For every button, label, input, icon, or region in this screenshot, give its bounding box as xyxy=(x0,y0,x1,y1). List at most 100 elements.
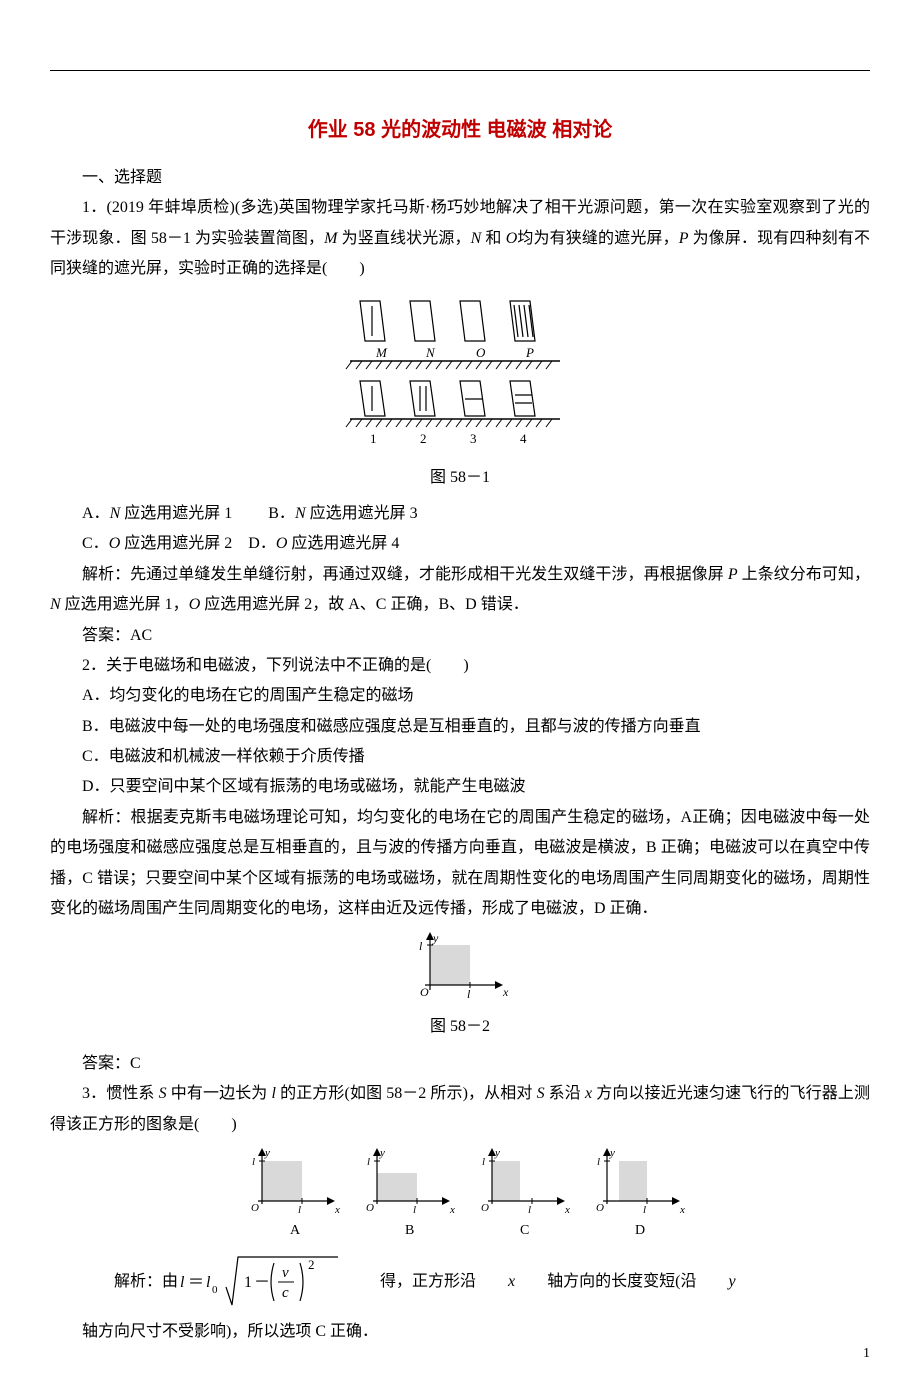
q1-options-cd: C．O 应选用遮光屏 2 D．O 应选用遮光屏 4 xyxy=(50,529,870,559)
fig2-y: y xyxy=(432,931,439,945)
fig1-O: O xyxy=(476,345,486,360)
q1-M: M xyxy=(324,230,337,247)
q1-optC-pre: C． xyxy=(82,535,109,552)
q3-options-figure: ylOlxAylOlxBylOlxCylOlxD xyxy=(50,1146,870,1241)
q1-t2: 为竖直线状光源， xyxy=(337,230,470,247)
q2-optA: A．均匀变化的电场在它的周围产生稳定的磁场 xyxy=(50,681,870,711)
q1-stem: 1．(2019 年蚌埠质检)(多选)英国物理学家托马斯·杨巧妙地解决了相干光源问… xyxy=(50,193,870,284)
q1-optC-O: O xyxy=(109,535,121,552)
svg-text:D: D xyxy=(635,1223,645,1238)
svg-text:l: l xyxy=(367,1156,370,1168)
q1-t4: 均为有狭缝的遮光屏， xyxy=(517,230,678,247)
svg-text:l: l xyxy=(643,1204,646,1216)
svg-text:O: O xyxy=(481,1202,489,1214)
q2-answer: 答案：C xyxy=(50,1049,870,1079)
q3-S1: S xyxy=(159,1085,167,1102)
f-eq: ＝ xyxy=(188,1274,204,1291)
f-l0: l xyxy=(206,1274,211,1291)
q1-N: N xyxy=(471,230,482,247)
q3-x2: x xyxy=(476,1267,515,1297)
q2-explanation: 解析：根据麦克斯韦电磁场理论可知，均匀变化的电场在它的周围产生稳定的磁场，A正确… xyxy=(50,803,870,925)
fig2-caption: 图 58－2 xyxy=(50,1012,870,1042)
q3-y2: y xyxy=(696,1267,735,1297)
q3-m3: 系沿 xyxy=(545,1085,585,1102)
page-title: 作业 58 光的波动性 电磁波 相对论 xyxy=(50,111,870,149)
svg-text:l: l xyxy=(597,1156,600,1168)
fig2-x: x xyxy=(502,985,509,999)
q1-optB-t: 应选用遮光屏 3 xyxy=(306,505,418,522)
section-heading: 一、选择题 xyxy=(50,163,870,193)
svg-text:x: x xyxy=(679,1204,685,1216)
q1-exp-m2: 应选用遮光屏 1， xyxy=(61,596,189,613)
q1-exp-N: N xyxy=(50,596,61,613)
fig1-n3: 3 xyxy=(470,431,477,446)
q1-optC-t: 应选用遮光屏 2 xyxy=(120,535,232,552)
f-l: l xyxy=(180,1274,185,1291)
q3-m2: 的正方形(如图 58－2 所示)，从相对 xyxy=(276,1085,537,1102)
q3-exp-mid2: 轴方向的长度变短(沿 xyxy=(515,1267,696,1297)
q1-optB-pre: B． xyxy=(268,505,295,522)
q2-optC: C．电磁波和机械波一样依赖于介质传播 xyxy=(50,742,870,772)
svg-text:x: x xyxy=(449,1204,455,1216)
figure-58-2: y l O l x 图 58－2 xyxy=(50,930,870,1042)
svg-text:x: x xyxy=(564,1204,570,1216)
q1-optD-t: 应选用遮光屏 4 xyxy=(287,535,399,552)
q1-optB-N: N xyxy=(295,505,306,522)
svg-text:l: l xyxy=(413,1204,416,1216)
q3-exp-pre: 解析：由 xyxy=(82,1267,178,1297)
f-sub0: 0 xyxy=(212,1284,218,1296)
q1-answer: 答案：AC xyxy=(50,621,870,651)
svg-text:C: C xyxy=(520,1223,529,1238)
q2-optB: B．电磁波中每一处的电场强度和磁感应强度总是互相垂直的，且都与波的传播方向垂直 xyxy=(50,712,870,742)
f-c: c xyxy=(282,1285,289,1301)
fig1-caption: 图 58－1 xyxy=(50,463,870,493)
fig1-n2: 2 xyxy=(420,431,427,446)
q1-exp-m1: 上条纹分布可知， xyxy=(738,566,870,583)
figure-58-1: M N O P xyxy=(50,291,870,493)
svg-text:l: l xyxy=(528,1204,531,1216)
svg-text:l: l xyxy=(298,1204,301,1216)
q1-P: P xyxy=(679,230,689,247)
fig1-P: P xyxy=(525,345,534,360)
fig2-lx: l xyxy=(467,987,471,1001)
q1-optA-N: N xyxy=(110,505,121,522)
q1-O: O xyxy=(506,230,518,247)
page-number: 1 xyxy=(863,1341,870,1368)
q1-t3: 和 xyxy=(481,230,505,247)
fig2-O: O xyxy=(420,985,429,999)
fig2-ly: l xyxy=(419,939,423,953)
fig1-N: N xyxy=(425,345,436,360)
svg-text:l: l xyxy=(482,1156,485,1168)
q1-optA-pre: A． xyxy=(82,505,110,522)
q3-m1: 中有一边长为 xyxy=(167,1085,272,1102)
fig1-n4: 4 xyxy=(520,431,527,446)
fig1-M: M xyxy=(375,345,388,360)
q1-options-ab: A．N 应选用遮光屏 1 B．N 应选用遮光屏 3 xyxy=(50,499,870,529)
q1-exp-P: P xyxy=(728,566,738,583)
f-v: v xyxy=(282,1265,289,1281)
formula-svg: l ＝ l 0 1 － v c 2 xyxy=(178,1247,348,1317)
q3-explanation: 解析：由 l ＝ l 0 1 － v c 2 得，正方形沿 x 轴方向的长度变短… xyxy=(50,1247,870,1347)
q3-stem: 3．惯性系 S 中有一边长为 l 的正方形(如图 58－2 所示)，从相对 S … xyxy=(50,1079,870,1140)
svg-text:O: O xyxy=(366,1202,374,1214)
svg-text:O: O xyxy=(251,1202,259,1214)
fig1-n1: 1 xyxy=(370,431,377,446)
svg-text:y: y xyxy=(379,1147,385,1159)
q3-exp-mid: 得，正方形沿 xyxy=(348,1267,476,1297)
q1-optD-O: O xyxy=(276,535,288,552)
q1-exp-O: O xyxy=(189,596,201,613)
svg-text:y: y xyxy=(494,1147,500,1159)
svg-text:A: A xyxy=(290,1223,301,1238)
q1-exp-m3: 应选用遮光屏 2，故 A、C 正确，B、D 错误． xyxy=(200,596,528,613)
q3-S2: S xyxy=(537,1085,545,1102)
q1-optA-t: 应选用遮光屏 1 xyxy=(120,505,232,522)
svg-text:O: O xyxy=(596,1202,604,1214)
f-sq: 2 xyxy=(308,1257,315,1272)
svg-text:y: y xyxy=(609,1147,615,1159)
svg-text:y: y xyxy=(264,1147,270,1159)
q2-optD: D．只要空间中某个区域有振荡的电场或磁场，就能产生电磁波 xyxy=(50,772,870,802)
q2-stem: 2．关于电磁场和电磁波，下列说法中不正确的是( ) xyxy=(50,651,870,681)
svg-text:l: l xyxy=(252,1156,255,1168)
q3-exp-mid3: 轴方向尺寸不受影响)，所以选项 C 正确． xyxy=(50,1317,378,1347)
q1-optD-pre: D． xyxy=(248,535,276,552)
